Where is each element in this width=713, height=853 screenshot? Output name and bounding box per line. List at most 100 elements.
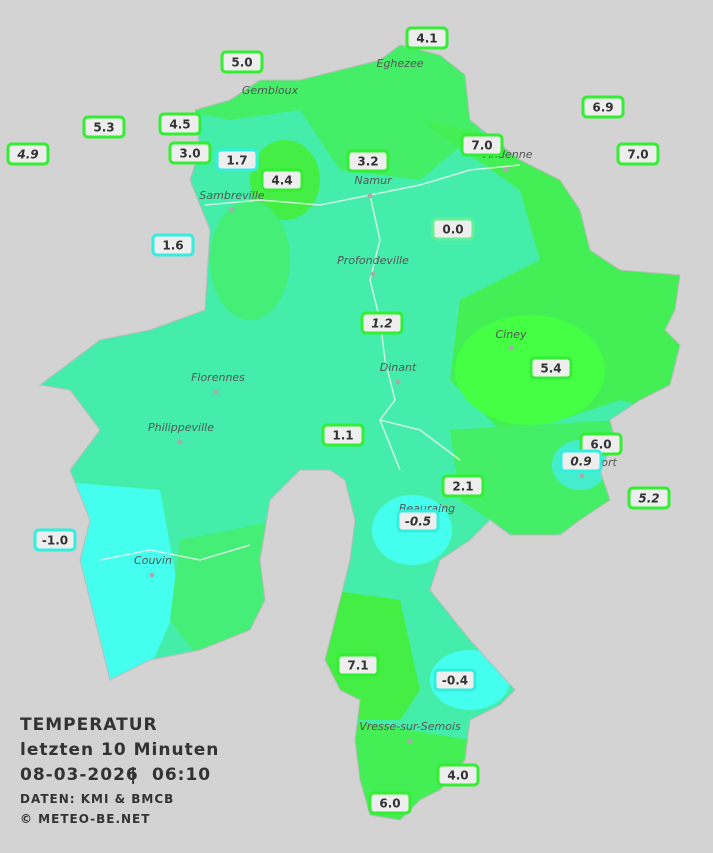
station: -0.4 [433,668,477,692]
station: 5.2 [627,486,671,510]
town-label: Philippeville [148,421,214,434]
town-dot [367,193,373,199]
station-value: 3.2 [357,155,378,169]
town-dot [177,439,183,445]
station: 6.0 [368,791,412,815]
station-box [33,528,77,552]
town-dot [508,345,514,351]
station-box [405,26,449,50]
station-value: 5.4 [540,362,561,376]
station-value: 1.7 [226,154,247,168]
station-value: 7.0 [471,139,492,153]
town-label: Vresse-sur-Semois [359,720,461,733]
station-value: 4.5 [169,118,190,132]
station: 4.9 [6,142,50,166]
station-box [158,112,202,136]
station-box [151,233,195,257]
station-box [336,653,380,677]
legend-date: 08-03-2026 [20,765,139,785]
town-dot [503,167,509,173]
station-value: 5.3 [93,121,114,135]
legend-time: 06:10 [152,765,211,785]
station-box [368,791,412,815]
legend-separator: | [130,765,137,785]
station: 4.4 [260,168,304,192]
station-box [460,133,504,157]
station-box [433,668,477,692]
station-box [220,50,264,74]
town-dot [229,207,235,213]
legend-period: letzten 10 Minuten [20,740,219,760]
station-value: -1.0 [42,534,68,548]
station: -1.0 [33,528,77,552]
town-dot [579,473,585,479]
town-dot [213,389,219,395]
station: 1.6 [151,233,195,257]
station-box [346,149,390,173]
station: 4.0 [436,763,480,787]
station: 1.7 [215,148,259,172]
station: 7.0 [460,133,504,157]
town-label: Dinant [380,361,417,374]
station: 7.0 [616,142,660,166]
town-label: Couvin [134,554,172,567]
station: 0.0 [431,217,475,241]
station-box [431,217,475,241]
station: 1.1 [321,423,365,447]
station-value: 1.6 [162,239,183,253]
station-value: 0.0 [442,223,463,237]
legend-source: DATEN: KMI & BMCB [20,792,174,806]
station-box [360,311,404,335]
station: 0.9 [559,449,603,473]
station: 7.1 [336,653,380,677]
legend-title: TEMPERATUR [20,715,158,735]
station: 4.1 [405,26,449,50]
station-value: 4.4 [271,174,292,188]
legend-copyright: © METEO-BE.NET [20,812,150,826]
station-value: 4.1 [416,32,437,46]
station-value: 7.0 [627,148,648,162]
station-value: 4.9 [16,148,38,162]
station-value: 6.9 [592,101,613,115]
town-label: Florennes [191,371,245,384]
station-value: -0.4 [442,674,468,688]
station-value: 6.0 [590,438,611,452]
station-value: 5.2 [638,492,659,506]
town-label: Eghezee [377,57,424,70]
station: -0.5 [396,509,440,533]
station-box [321,423,365,447]
station-box [559,449,603,473]
station-box [260,168,304,192]
legend: TEMPERATUR letzten 10 Minuten 08-03-2026… [20,715,219,826]
station: 1.2 [360,311,404,335]
station-value: 5.0 [231,56,252,70]
station-box [529,356,573,380]
station-box [616,142,660,166]
town-label: Namur [354,174,393,187]
station-box [82,115,126,139]
station-value: 3.0 [179,147,200,161]
station: 5.3 [82,115,126,139]
station-value: 0.9 [570,455,591,469]
station-box [436,763,480,787]
station: 5.4 [529,356,573,380]
station-box [215,148,259,172]
station-box [168,141,212,165]
station-value: 6.0 [379,797,400,811]
station-value: 4.0 [447,769,468,783]
town-label: Ciney [496,328,527,341]
station-value: 1.2 [371,317,392,331]
station: 6.9 [581,95,625,119]
town-dot [149,572,155,578]
station-box [6,142,50,166]
station: 3.2 [346,149,390,173]
station-value: -0.5 [405,515,431,529]
station-box [581,95,625,119]
station: 3.0 [168,141,212,165]
town-dot [407,738,413,744]
station-box [396,509,440,533]
town-dot [370,271,376,277]
station-box [627,486,671,510]
station-box [441,474,485,498]
